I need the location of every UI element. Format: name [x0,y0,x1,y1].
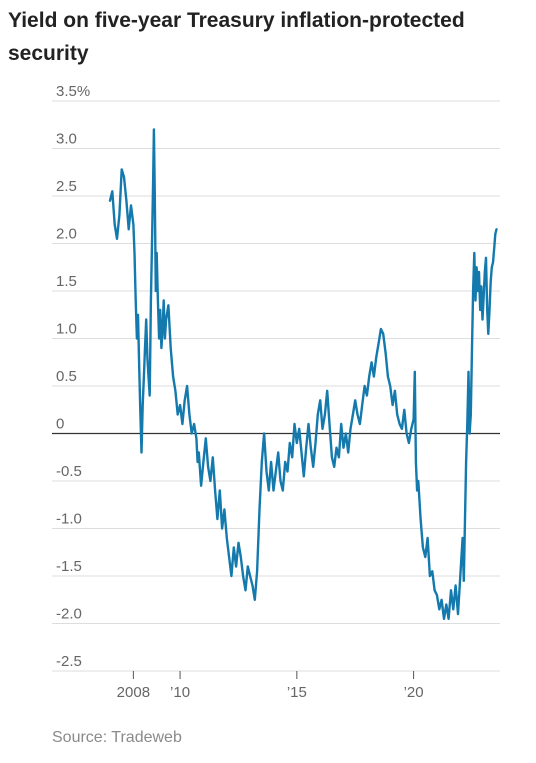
x-tick-label: ’10 [170,684,190,701]
source-note: Source: Tradeweb [52,729,182,746]
y-tick-label: -1.0 [56,511,82,528]
gridlines: 3.5% 3.0 2.5 2.0 1.5 1.0 0.5 0 -0.5 -1.0 -1.5 -2.0 -… [52,83,500,672]
chart-title: Yield on five-year Treasury inflation-pr… [8,9,465,65]
y-tick-label: 3.5% [56,83,90,100]
x-tick-label: ’20 [404,684,424,701]
y-tick-label: -1.5 [56,558,82,575]
y-tick-label: 1.5 [56,273,77,290]
x-tick-label: ’15 [287,684,307,701]
y-tick-label: 3.0 [56,131,77,148]
y-tick-label: -0.5 [56,463,82,480]
y-tick-label: 0 [56,416,64,433]
y-tick-label: 2.0 [56,226,77,243]
series-area [108,128,498,620]
y-tick-label: 0.5 [56,368,77,385]
y-tick-label: 2.5 [56,178,77,195]
x-tick-label: 2008 [117,684,150,701]
x-axis-ticks: 2008 ’10 ’15 ’20 [117,671,424,701]
y-tick-label: 1.0 [56,321,77,338]
y-tick-label: -2.5 [56,653,82,670]
y-tick-label: -2.0 [56,606,82,623]
series-line [108,128,498,620]
